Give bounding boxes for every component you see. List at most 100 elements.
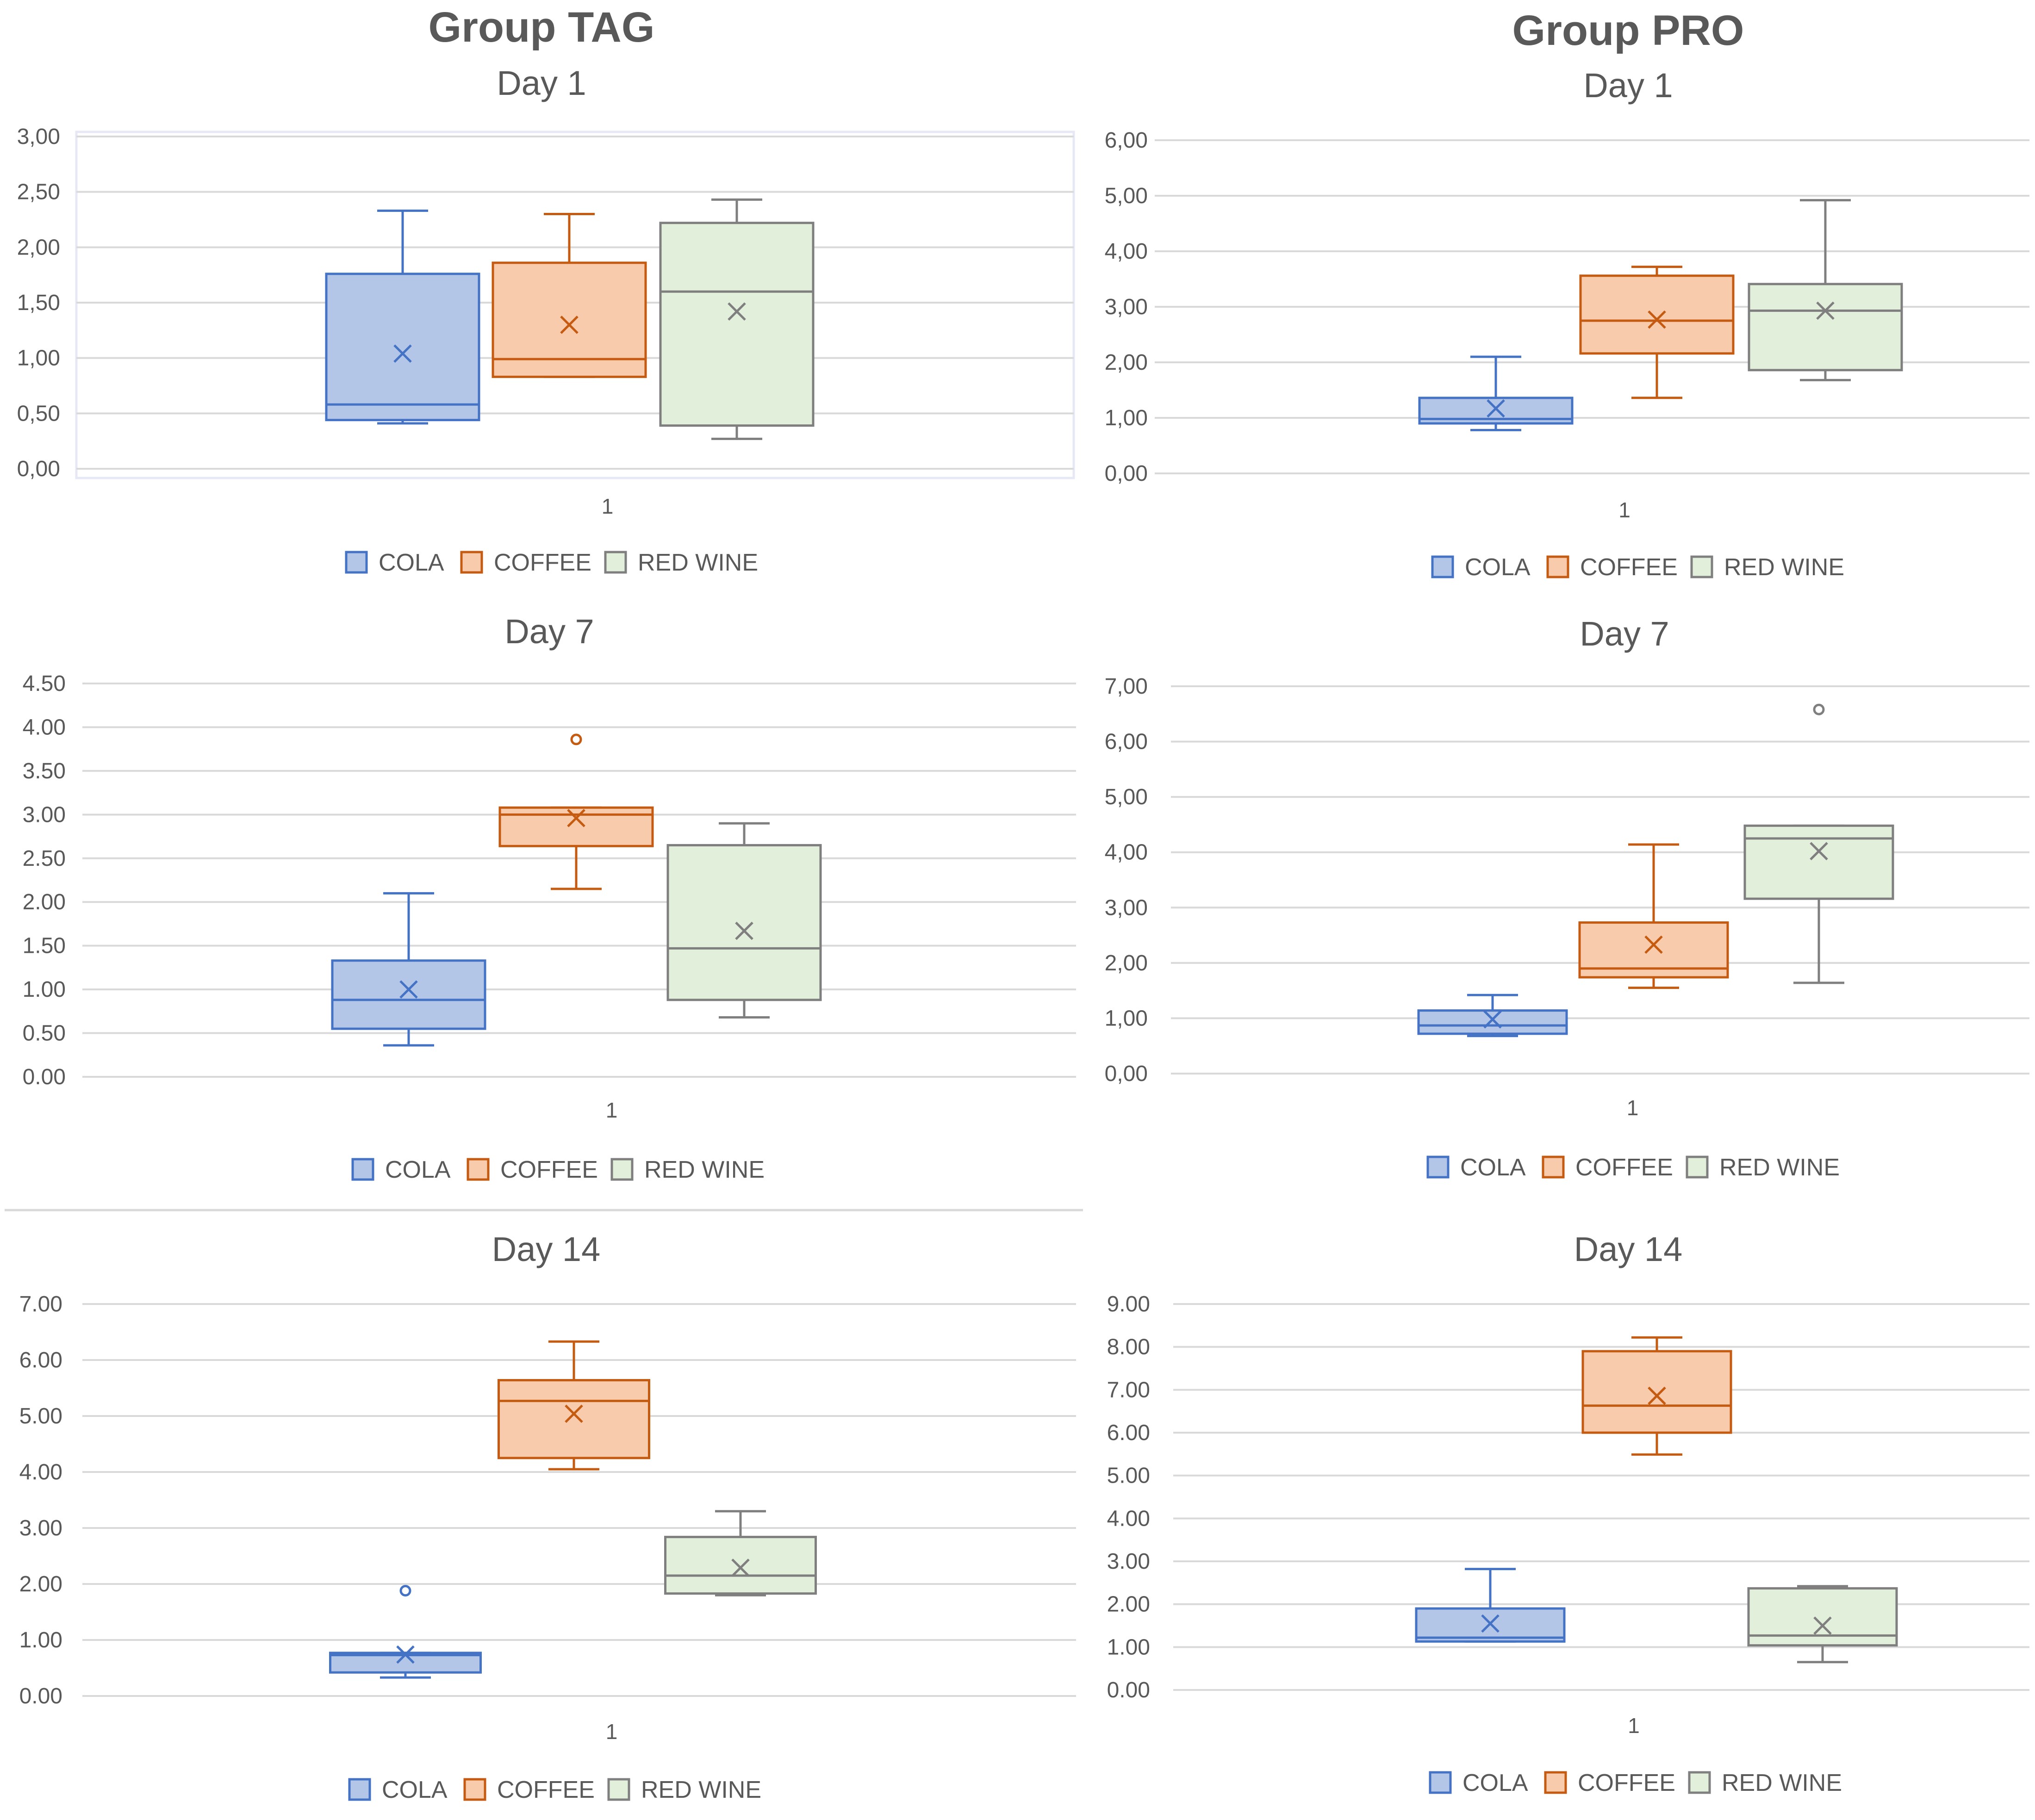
box-iqr [1579, 274, 1735, 355]
y-tick-label: 5,00 [1105, 785, 1148, 809]
mean-marker [1648, 310, 1666, 329]
x-tick-label: 1 [606, 1720, 618, 1744]
y-tick-label: 3.00 [19, 1516, 62, 1540]
legend-swatch-cola [345, 551, 368, 574]
legend-label: COLA [1462, 1770, 1528, 1796]
legend: COLA COFFEE RED WINE [1429, 1770, 1842, 1796]
box-cola [1415, 1568, 1566, 1643]
mean-stroke [1648, 1386, 1666, 1405]
mean-marker [567, 809, 585, 827]
outlier-point [1813, 703, 1825, 715]
plot-frame [75, 130, 1075, 479]
y-tick-label: 2.00 [19, 1572, 62, 1596]
mean-marker [399, 980, 418, 999]
y-tick-label: 1.00 [19, 1628, 62, 1652]
legend-swatch-red-wine [1686, 1155, 1709, 1179]
legend-swatch-cola [1429, 1771, 1452, 1794]
y-tick-label: 1.00 [1107, 1635, 1150, 1659]
mean-marker [393, 344, 412, 363]
y-tick-label: 0,00 [17, 457, 60, 481]
legend-label: COFFEE [494, 549, 591, 576]
legend-swatch-red-wine [604, 551, 627, 574]
y-tick-label: 1,00 [17, 346, 60, 371]
legend: COLA COFFEE RED WINE [345, 549, 758, 576]
y-tick-label: 8.00 [1107, 1335, 1150, 1360]
legend-label: COFFEE [1578, 1770, 1675, 1796]
mean-stroke [1644, 935, 1663, 954]
mean-stroke [399, 980, 418, 999]
box-coffee [498, 733, 654, 890]
legend: COLA COFFEE RED WINE [351, 1156, 765, 1183]
mean-stroke [393, 344, 412, 363]
y-tick-label: 7,00 [1105, 674, 1148, 699]
box-iqr [325, 273, 480, 422]
box-coffee [498, 1340, 650, 1471]
mean-stroke [1481, 1614, 1500, 1633]
legend-label: COLA [382, 1777, 448, 1803]
y-tick-label: 3,00 [17, 124, 60, 149]
legend-label: COFFEE [497, 1777, 595, 1803]
chart-title: Day 14 [1574, 1230, 1682, 1268]
y-tick-label: 5.00 [19, 1404, 62, 1429]
box-red-wine [1748, 199, 1903, 381]
box-iqr [492, 261, 647, 378]
legend-swatch-coffee [467, 1158, 490, 1181]
mean-marker [1487, 399, 1505, 418]
mean-stroke [565, 1404, 583, 1423]
mean-marker [728, 302, 746, 321]
legend-swatch-coffee [460, 551, 483, 574]
y-tick-label: 0.00 [19, 1684, 62, 1708]
legend-label: COLA [385, 1156, 451, 1183]
legend-label: COFFEE [1580, 554, 1678, 581]
legend-label: RED WINE [1719, 1154, 1840, 1181]
box-coffee [1581, 1336, 1732, 1456]
y-tick-label: 4,00 [1105, 239, 1148, 264]
y-tick-label: 2,00 [1105, 350, 1148, 375]
mean-stroke [728, 302, 746, 321]
y-tick-label: 2,00 [1105, 951, 1148, 975]
legend-label: RED WINE [644, 1156, 765, 1183]
chart-panel-3: Day 7 0,00 1,00 2,00 3,00 4,00 5,00 6,00 7,00 1 CO… [1105, 615, 2029, 1181]
legend-swatch-coffee [1546, 555, 1569, 578]
legend-swatch-red-wine [610, 1158, 634, 1181]
legend-label: RED WINE [638, 549, 758, 576]
y-tick-label: 9.00 [1107, 1292, 1150, 1317]
mean-marker [735, 921, 753, 940]
box-cola [331, 892, 486, 1047]
y-tick-label: 2.50 [23, 846, 66, 871]
box-red-wine [664, 1510, 817, 1596]
y-tick-label: 0,00 [1105, 461, 1148, 486]
box-coffee [492, 213, 647, 378]
chart-title: Day 14 [492, 1230, 600, 1268]
y-tick-label: 6,00 [1105, 730, 1148, 754]
mean-marker [1483, 1010, 1502, 1029]
legend-swatch-red-wine [607, 1778, 630, 1801]
box-cola [325, 209, 480, 425]
box-iqr [1581, 1350, 1732, 1434]
legend-label: COFFEE [500, 1156, 598, 1183]
y-tick-label: 4.00 [19, 1460, 62, 1485]
outlier-point [399, 1585, 411, 1597]
box-coffee [1578, 843, 1729, 989]
y-tick-label: 6.00 [19, 1348, 62, 1373]
y-tick-label: 3,00 [1105, 895, 1148, 920]
box-iqr [1417, 1009, 1568, 1035]
y-tick-label: 2,00 [17, 235, 60, 260]
legend-swatch-cola [1431, 555, 1454, 578]
box-iqr [331, 959, 486, 1030]
y-tick-label: 2,50 [17, 180, 60, 205]
mean-stroke [1487, 399, 1505, 418]
x-tick-label: 1 [606, 1098, 618, 1122]
mean-stroke [1816, 301, 1835, 320]
legend-swatch-red-wine [1688, 1771, 1711, 1794]
legend-label: COLA [379, 549, 444, 576]
x-tick-label: 1 [1618, 498, 1630, 522]
box-iqr [1748, 283, 1903, 372]
x-tick-label: 1 [1628, 1714, 1640, 1738]
mean-marker [1810, 842, 1828, 861]
mean-stroke [1810, 842, 1828, 861]
y-tick-label: 3.00 [23, 802, 66, 827]
mean-marker [1481, 1614, 1500, 1633]
outlier-point [570, 733, 582, 745]
